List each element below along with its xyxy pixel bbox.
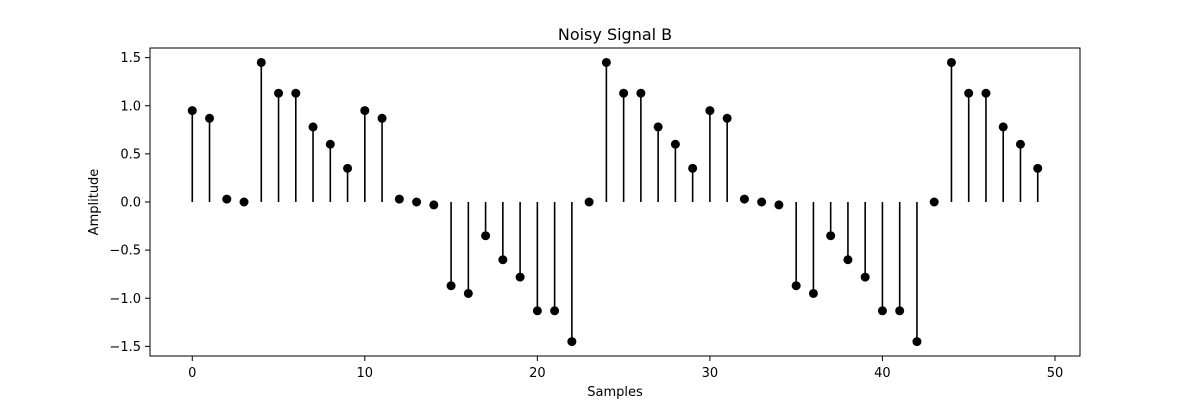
stem-marker (463, 288, 473, 298)
stem-marker (843, 255, 853, 265)
stem-marker (498, 255, 508, 265)
y-tick-label: 1.0 (120, 99, 141, 114)
x-tick-label: 40 (874, 366, 891, 381)
stem-marker (791, 281, 801, 291)
stem-marker (722, 113, 732, 123)
stem-marker (325, 139, 335, 149)
y-tick-label: −1.5 (109, 340, 141, 355)
stem-marker (670, 139, 680, 149)
stem-marker (929, 197, 939, 207)
stem-marker (895, 306, 905, 316)
stem-marker (532, 306, 542, 316)
stem-marker (429, 200, 439, 210)
y-tick-label: −0.5 (109, 244, 141, 259)
stem-marker (998, 122, 1008, 132)
y-tick-label: 1.5 (120, 51, 141, 66)
plot-area (187, 57, 1043, 347)
stem-marker (688, 163, 698, 173)
x-tick-label: 50 (1047, 366, 1064, 381)
y-tick-label: −1.0 (109, 292, 141, 307)
stem-marker (757, 197, 767, 207)
stem-marker (636, 88, 646, 98)
stem-marker (291, 88, 301, 98)
stem-marker (550, 306, 560, 316)
stem-marker (705, 106, 715, 116)
x-tick-label: 20 (529, 366, 546, 381)
stem-marker (222, 194, 232, 204)
stem-marker (1015, 139, 1025, 149)
stem-marker (808, 288, 818, 298)
stem-marker (584, 197, 594, 207)
stem-marker (774, 200, 784, 210)
stem-marker (619, 88, 629, 98)
y-axis-label: Amplitude (87, 169, 102, 236)
stem-marker (481, 231, 491, 241)
x-axis-label: Samples (587, 385, 643, 400)
x-axis-ticks: 0 10 20 30 40 50 (188, 356, 1063, 381)
stem-marker (360, 106, 370, 116)
stem-marker (377, 113, 387, 123)
stem-marker (446, 281, 456, 291)
x-tick-label: 10 (357, 366, 374, 381)
axes-frame (149, 47, 1081, 357)
stem-marker (981, 88, 991, 98)
stem-marker (239, 197, 249, 207)
y-tick-label: 0.0 (120, 196, 141, 211)
stem-marker (308, 122, 318, 132)
stem-marker (860, 272, 870, 282)
stem-marker (653, 122, 663, 132)
stem-marker (187, 106, 197, 116)
stem-marker (826, 231, 836, 241)
stem-marker (343, 163, 353, 173)
chart-title: Noisy Signal B (558, 25, 672, 44)
stem-marker (274, 88, 284, 98)
stem-marker (946, 57, 956, 67)
stem-marker (964, 88, 974, 98)
stem-marker (567, 337, 577, 347)
stem-marker (739, 194, 749, 204)
stem-marker (394, 194, 404, 204)
stem-marker (256, 57, 266, 67)
x-tick-label: 30 (702, 366, 719, 381)
stem-marker (412, 197, 422, 207)
y-axis-ticks: −1.5 −1.0 −0.5 0.0 0.5 1.0 1.5 (109, 51, 150, 355)
y-tick-label: 0.5 (120, 147, 141, 162)
stem-marker (601, 57, 611, 67)
stem-marker (877, 306, 887, 316)
stem-marker (912, 337, 922, 347)
x-tick-label: 0 (188, 366, 196, 381)
stem-marker (205, 113, 215, 123)
stem-marker (1033, 163, 1043, 173)
stem-marker (515, 272, 525, 282)
